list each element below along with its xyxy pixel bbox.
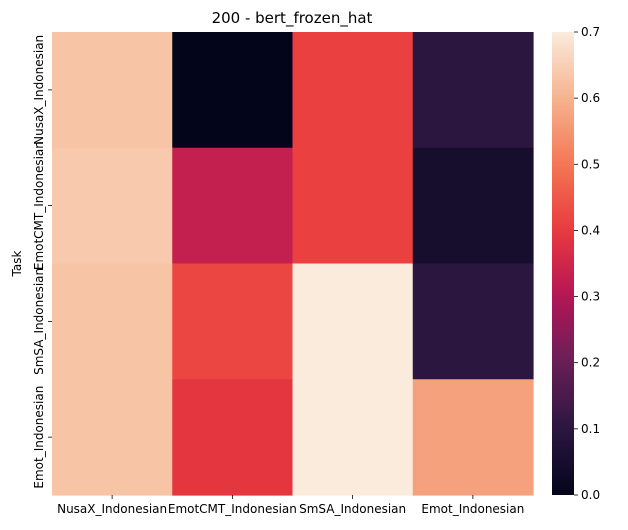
- heatmap-cells: [52, 32, 534, 496]
- heatmap-cell: [172, 147, 294, 265]
- x-tick-label: NusaX_Indonesian: [57, 502, 167, 516]
- heatmap-cell: [52, 147, 173, 265]
- heatmap-cell: [292, 379, 414, 496]
- heatmap-cell: [292, 147, 414, 265]
- colorbar-gradient: [552, 32, 574, 495]
- heatmap-cell: [412, 32, 534, 149]
- heatmap-cell: [292, 32, 414, 149]
- y-tick-label: Emot_Indonesian: [32, 386, 46, 489]
- heatmap-cell: [52, 379, 173, 496]
- heatmap-cell: [172, 379, 294, 496]
- heatmap-cell: [172, 32, 294, 149]
- heatmap-cell: [292, 263, 414, 380]
- y-axis-label: Task: [10, 251, 24, 278]
- x-tick-label: Emot_Indonesian: [421, 502, 524, 516]
- colorbar: 0.0 0.1 0.2 0.3 0.4 0.5 0.6 0.7: [552, 25, 600, 502]
- y-tick-label: SmSA_Indonesian: [32, 268, 46, 375]
- x-tick-label: EmotCMT_Indonesian: [168, 502, 297, 516]
- colorbar-tick-label: 0.7: [581, 25, 600, 39]
- heatmap-cell: [412, 379, 534, 496]
- colorbar-tick-label: 0.6: [581, 91, 600, 105]
- heatmap-cell: [412, 147, 534, 265]
- heatmap-cell: [172, 263, 294, 380]
- colorbar-tick-label: 0.2: [581, 356, 600, 370]
- x-tick-label: SmSA_Indonesian: [299, 502, 406, 516]
- x-axis: NusaX_Indonesian EmotCMT_Indonesian SmSA_I…: [57, 495, 524, 516]
- heatmap-cell: [52, 263, 173, 380]
- heatmap-cell: [412, 263, 534, 380]
- colorbar-tick-label: 0.1: [581, 422, 600, 436]
- colorbar-tick-label: 0.3: [581, 290, 600, 304]
- colorbar-tick-label: 0.0: [581, 488, 600, 502]
- colorbar-tick-label: 0.4: [581, 223, 600, 237]
- y-tick-label: NusaX_Indonesian: [32, 35, 46, 145]
- y-axis: NusaX_IndonesianEmotCMT_IndonesianSmSA_I…: [32, 35, 52, 489]
- heatmap-cell: [52, 32, 173, 149]
- chart-title: 200 - bert_frozen_hat: [212, 9, 373, 28]
- colorbar-tick-label: 0.5: [581, 157, 600, 171]
- y-tick-label: EmotCMT_Indonesian: [32, 141, 46, 270]
